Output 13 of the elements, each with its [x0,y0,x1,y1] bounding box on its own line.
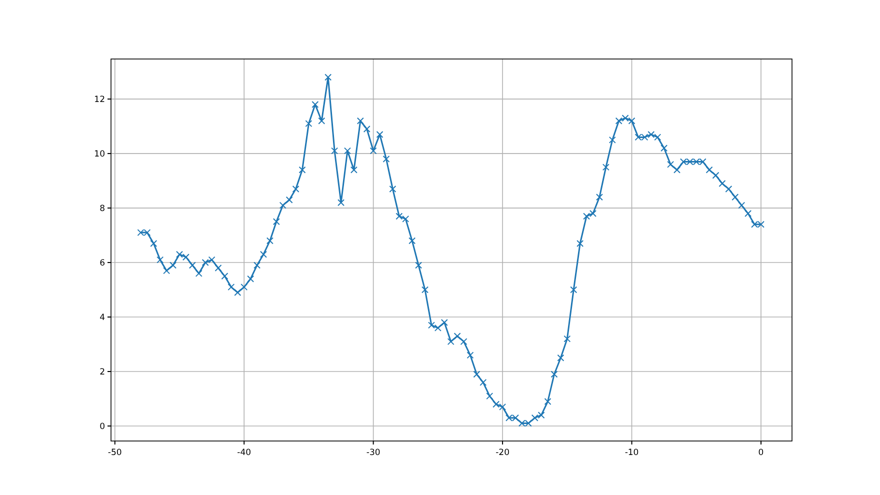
x-tick-label: -50 [108,448,122,458]
x-tick-label: -30 [366,448,380,458]
y-tick-label: 2 [100,367,105,378]
y-tick-label: 0 [100,422,105,432]
x-tick-label: -10 [624,448,639,458]
x-tick-label: 0 [758,448,764,458]
y-tick-label: 10 [94,150,105,160]
y-tick-label: 12 [94,95,105,106]
y-tick-label: 4 [100,313,105,323]
x-tick-label: -40 [237,448,252,458]
y-tick-label: 8 [100,204,105,214]
x-tick-label: -20 [496,448,510,458]
y-tick-label: 6 [100,258,105,269]
